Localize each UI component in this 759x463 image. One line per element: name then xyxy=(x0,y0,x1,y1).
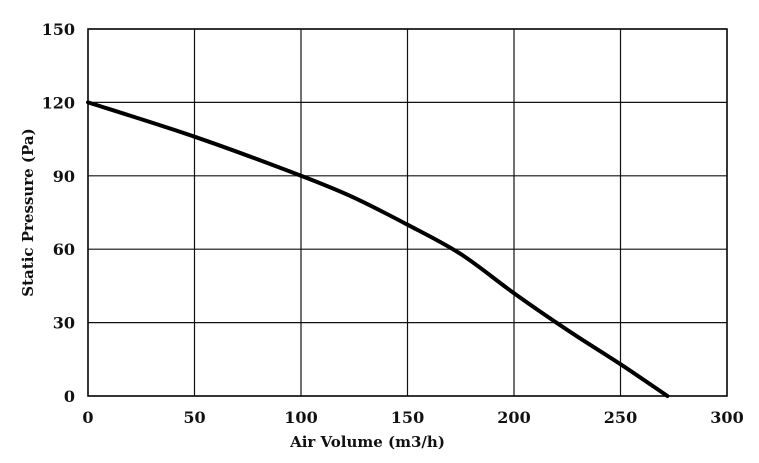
y-tick-label-0: 0 xyxy=(64,387,75,406)
x-tick-label-2: 100 xyxy=(284,408,317,427)
y-axis-label: Static Pressure (Pa) xyxy=(19,128,37,296)
x-tick-label-0: 0 xyxy=(82,408,93,427)
plot-frame xyxy=(87,28,728,397)
x-axis-label: Air Volume (m3/h) xyxy=(289,433,445,451)
x-tick-label-3: 150 xyxy=(391,408,424,427)
y-tick-label-5: 150 xyxy=(42,20,75,39)
x-tick-label-1: 50 xyxy=(183,408,205,427)
y-tick-label-4: 120 xyxy=(42,93,75,112)
x-tick-label-6: 300 xyxy=(710,408,743,427)
x-tick-labels: 0 50 100 150 200 250 300 xyxy=(82,408,743,427)
y-tick-label-2: 60 xyxy=(53,240,75,259)
y-tick-label-1: 30 xyxy=(53,314,75,333)
grid xyxy=(87,28,728,397)
series-line xyxy=(86,100,670,398)
y-tick-labels: 0 30 60 90 120 150 xyxy=(42,20,75,406)
y-tick-label-3: 90 xyxy=(53,167,75,186)
x-tick-label-5: 250 xyxy=(604,408,637,427)
x-tick-label-4: 200 xyxy=(497,408,530,427)
